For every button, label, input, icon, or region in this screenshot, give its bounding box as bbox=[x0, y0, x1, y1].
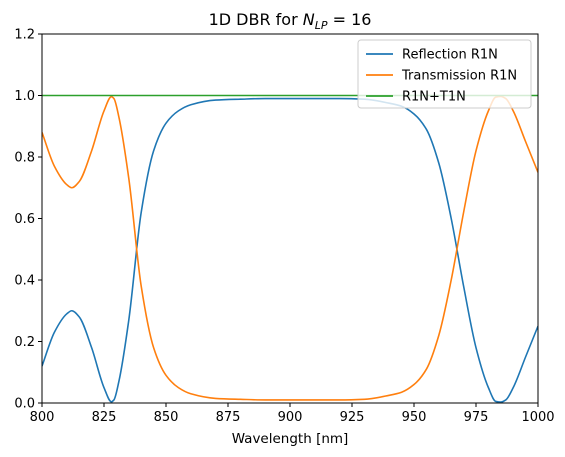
x-tick-label: 875 bbox=[216, 410, 241, 425]
x-tick-label: 825 bbox=[92, 410, 117, 425]
x-tick-label: 975 bbox=[464, 410, 489, 425]
chart-title-text: 1D DBR for bbox=[209, 10, 303, 29]
chart-title-math-sub: LP bbox=[315, 19, 328, 32]
y-tick-label: 0.8 bbox=[14, 151, 35, 166]
legend-label-transmission-r1n: Transmission R1N bbox=[401, 69, 517, 84]
y-tick-label: 1.2 bbox=[14, 28, 35, 43]
chart-title: 1D DBR for NLP = 16 bbox=[209, 10, 372, 32]
series-line-transmission-r1n bbox=[42, 95, 538, 401]
y-tick-label: 1.0 bbox=[14, 89, 35, 104]
chart-title-math-base: N bbox=[303, 10, 315, 29]
x-axis: 800 825 850 875 900 925 950 975 1000 bbox=[30, 403, 555, 425]
legend: Reflection R1N Transmission R1N R1N+T1N bbox=[357, 39, 532, 109]
legend-label-r1n-t1n: R1N+T1N bbox=[402, 90, 466, 105]
y-tick-label: 0.4 bbox=[14, 274, 35, 289]
x-tick-label: 1000 bbox=[521, 410, 554, 425]
y-tick-label: 0.6 bbox=[14, 212, 35, 227]
y-tick-label: 0.0 bbox=[14, 397, 35, 412]
y-tick-label: 0.2 bbox=[14, 335, 35, 350]
x-axis-title: Wavelength [nm] bbox=[232, 431, 349, 447]
series-line-reflection-r1n bbox=[42, 97, 538, 403]
x-tick-label: 950 bbox=[402, 410, 427, 425]
x-tick-label: 925 bbox=[340, 410, 365, 425]
x-tick-label: 800 bbox=[30, 410, 55, 425]
x-tick-label: 850 bbox=[154, 410, 179, 425]
legend-label-reflection-r1n: Reflection R1N bbox=[402, 48, 498, 63]
chart-title-suffix: = 16 bbox=[327, 10, 371, 29]
legend-frame bbox=[357, 39, 532, 109]
y-axis: 0.0 0.2 0.4 0.6 0.8 1.0 1.2 bbox=[14, 28, 42, 412]
x-tick-label: 900 bbox=[278, 410, 303, 425]
